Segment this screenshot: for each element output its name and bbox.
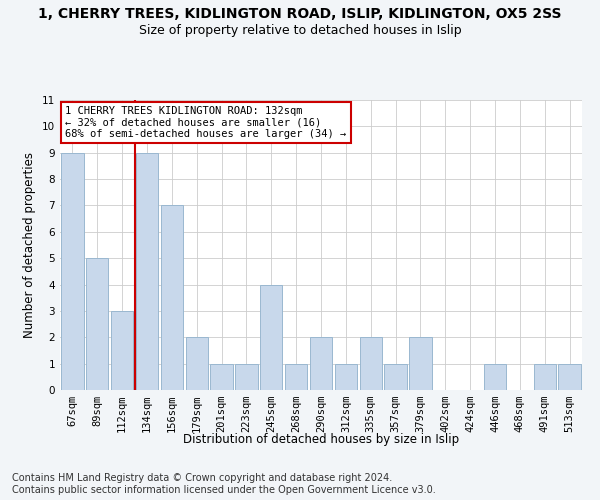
Text: 1 CHERRY TREES KIDLINGTON ROAD: 132sqm
← 32% of detached houses are smaller (16): 1 CHERRY TREES KIDLINGTON ROAD: 132sqm ←… [65, 106, 346, 139]
Bar [409, 338, 431, 390]
Text: Size of property relative to detached houses in Islip: Size of property relative to detached ho… [139, 24, 461, 37]
Text: 1, CHERRY TREES, KIDLINGTON ROAD, ISLIP, KIDLINGTON, OX5 2SS: 1, CHERRY TREES, KIDLINGTON ROAD, ISLIP,… [38, 8, 562, 22]
Bar [86, 258, 109, 390]
Bar [359, 338, 382, 390]
Bar [559, 364, 581, 390]
Y-axis label: Number of detached properties: Number of detached properties [23, 152, 37, 338]
Bar [310, 338, 332, 390]
Bar [285, 364, 307, 390]
Bar [136, 152, 158, 390]
Bar [260, 284, 283, 390]
Bar [211, 364, 233, 390]
Bar [533, 364, 556, 390]
Bar [111, 311, 133, 390]
Text: Distribution of detached houses by size in Islip: Distribution of detached houses by size … [183, 432, 459, 446]
Bar [335, 364, 357, 390]
Bar [235, 364, 257, 390]
Bar [385, 364, 407, 390]
Bar [185, 338, 208, 390]
Bar [61, 152, 83, 390]
Bar [484, 364, 506, 390]
Text: Contains HM Land Registry data © Crown copyright and database right 2024.
Contai: Contains HM Land Registry data © Crown c… [12, 474, 436, 495]
Bar [161, 206, 183, 390]
